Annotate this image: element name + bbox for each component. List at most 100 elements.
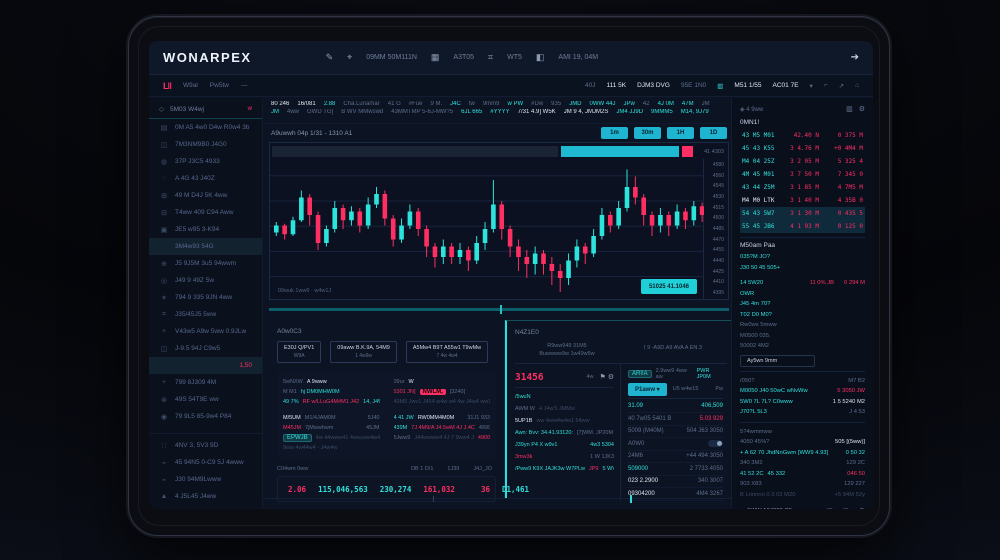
timeframe-button[interactable]: 30m xyxy=(634,127,661,139)
sidebar-item-icon: ⊕ xyxy=(161,260,167,268)
candlestick-plot[interactable]: 09wuk 1ww9 · w4w1J 51025 41.1046 xyxy=(270,159,704,299)
order-icon[interactable]: ⚑ xyxy=(599,374,608,381)
chart-scrollbar[interactable] xyxy=(269,305,729,314)
data-line: A0W0 xyxy=(628,438,723,451)
section-divider xyxy=(740,421,865,423)
text-cell: 4M4 3267 xyxy=(696,490,723,497)
footer-icon[interactable]: ⚙ xyxy=(859,507,865,509)
nav-icon[interactable]: ⌗ xyxy=(488,52,494,62)
sidebar-item[interactable]: ▤ 0M A5 4w0 D4w R0w4 3b xyxy=(149,119,262,136)
sidebar-item[interactable]: ◌ A 4G 43 J40Z xyxy=(149,170,262,187)
sidebar-item[interactable]: ⊟ T4ww 409 C94 Aww xyxy=(149,204,262,221)
order-book-row[interactable]: 45 43 K55 3 4.76 M +0 4M4 M xyxy=(740,142,865,155)
sidebar-item[interactable]: ◍ 37P J3C5 4933 xyxy=(149,153,262,170)
timeframe-button[interactable]: 1m xyxy=(601,127,628,139)
nav-icon[interactable]: ▦ xyxy=(430,52,440,62)
text-cell: M M1 xyxy=(283,389,297,395)
filter-tab[interactable]: E30J Q/PV1 W9A xyxy=(277,341,322,363)
data-line: 035?M JO? xyxy=(740,252,865,263)
summary-value: 161,032 xyxy=(423,484,455,494)
order-book-row[interactable]: 43 M5 M01 42.40 N 0 375 M xyxy=(740,129,865,142)
nav-icon[interactable]: ⌖ xyxy=(347,52,353,62)
text-cell: 09ur xyxy=(393,379,405,385)
candle xyxy=(649,211,655,236)
depth-note: 41 4303 xyxy=(704,148,724,155)
order-book-filter[interactable]: ◈ 4 9ww xyxy=(740,106,764,113)
section-divider xyxy=(740,370,865,372)
sidebar-item[interactable]: +799 8J309 4M xyxy=(149,374,262,391)
order-book-row[interactable]: M4 04 25Z 3 2 05 M 5 325 4 xyxy=(740,155,865,168)
nav-item[interactable]: 09MM 50M111N xyxy=(366,54,417,61)
action-chip[interactable]: Ay5wn 9mm xyxy=(740,354,815,367)
candle xyxy=(599,208,605,240)
bottom-scroll-handle[interactable] xyxy=(630,495,632,503)
data-line: 40 7w05 5401 B 5.03 929 xyxy=(628,413,723,426)
book-tool-icon[interactable]: ⚙ xyxy=(858,106,865,113)
sidebar-item[interactable]: ✶ 794 9 335 9JN 4ww xyxy=(149,289,262,306)
text-cell: 31J1 933 xyxy=(467,415,490,421)
order-book-row[interactable]: 43 44 Z5M 3 1 85 M 4 7M5 M xyxy=(740,181,865,194)
sidebar-item[interactable]: ⌗ J35/45J5 5ww xyxy=(149,306,262,323)
toolbar-icon[interactable]: ▥ xyxy=(717,82,724,90)
sidebar-item-label: J30 94M9Lwww xyxy=(175,476,222,483)
sidebar-item[interactable]: ⌁ 45 94N5 0-C9 5J 4www xyxy=(149,454,262,471)
sidebar-item-label: 45 94N5 0-C9 5J 4www xyxy=(175,459,244,466)
sidebar-item[interactable]: ⊕ J5 9J5M 3u5 94wwm xyxy=(149,255,262,272)
timeframe-button[interactable]: 1D xyxy=(700,127,727,139)
text-cell: EPWJB xyxy=(283,434,312,442)
order-book-row[interactable]: M4 M0 LTK 3 1 40 M 4 35B 0 xyxy=(740,194,865,207)
place-order-button[interactable]: P1aww ▾ xyxy=(628,382,667,396)
order-icon[interactable]: ⚙ xyxy=(607,374,614,381)
sidebar-item[interactable]: ⌁ J30 94M9Lwww xyxy=(149,471,262,488)
text-cell: M/5UM xyxy=(283,415,301,421)
asset-value: PWR JP0M xyxy=(696,368,711,380)
sidebar-item[interactable]: 1,50 xyxy=(149,357,262,374)
sidebar-item[interactable]: ◉ 79 9L5 85-9w4 P84 xyxy=(149,408,262,425)
toolbar-item[interactable]: Pw5tw xyxy=(209,82,229,89)
top-nav-items: ✎ ⌖ 09MM 50M111N ▦ A3T05 ⌗ WT5 ◧ AMI 19, 04M xyxy=(326,52,841,63)
nav-icon[interactable]: ◧ xyxy=(535,52,545,62)
sidebar-item[interactable]: ⊞ 49 M D4J 5K 4ww xyxy=(149,187,262,204)
sidebar-item[interactable]: 3M4w93 54G xyxy=(149,238,262,255)
filter-tab[interactable]: A5Mw4 B9T A55w1 T9wMw 7 4w 4w4 xyxy=(405,341,489,363)
footer-icon[interactable]: ✉ xyxy=(843,507,849,509)
chart-price-button[interactable]: 51025 41.1046 xyxy=(640,279,697,294)
sidebar-item[interactable]: ◫ J-9.5 94J C9w5 xyxy=(149,340,262,357)
depth-bar-sell[interactable] xyxy=(682,146,693,157)
sidebar-item[interactable]: ◫ 7M3NM9B0 J4G0 xyxy=(149,136,262,153)
cursor-icon[interactable]: ➔ xyxy=(850,52,859,63)
book-tool-icon[interactable]: ▥ xyxy=(846,106,853,113)
order-book-row[interactable]: 4M 45 M01 3 7 50 M 7 345 0 xyxy=(740,168,865,181)
price-action-icons[interactable]: ⚑ ⚙ xyxy=(599,373,614,381)
filter-tab[interactable]: 09aww B.K.9A, 54M9 1 4w9w xyxy=(330,341,397,363)
sidebar-item[interactable]: + V43w5 A9w 5ww 0.9JLw xyxy=(149,323,262,340)
nav-item[interactable]: AMI 19, 04M xyxy=(558,54,599,61)
sidebar-item[interactable]: ◎ J49 9 49Z 5w xyxy=(149,272,262,289)
toolbar-icon[interactable]: ⌂ xyxy=(855,82,859,89)
sidebar-item[interactable]: ▲ 4 J5L45 J4ww xyxy=(149,488,262,505)
ticker-token: 935 xyxy=(551,101,562,107)
footer-icon[interactable]: ▤ xyxy=(826,507,833,509)
toolbar-icon[interactable]: ↗ xyxy=(838,82,845,90)
data-line: T02 D0 M0? xyxy=(740,310,865,321)
sidebar-item[interactable]: ▣ JE5 w95 3-K94 xyxy=(149,221,262,238)
order-book-row[interactable]: 55 45 JB6 4 1 93 M 0 125 0 xyxy=(740,220,865,233)
timeframe-button[interactable]: 1H xyxy=(667,127,694,139)
nav-item[interactable]: WT5 xyxy=(507,54,522,61)
toolbar-item[interactable]: — xyxy=(240,82,248,89)
sidebar-item[interactable]: ⊗ 49S 54T9E ww xyxy=(149,391,262,408)
nav-item[interactable]: A3T05 xyxy=(453,54,475,61)
scrollbar-handle[interactable] xyxy=(500,305,502,314)
toolbar-item[interactable]: W9al xyxy=(182,82,198,89)
nav-icon[interactable]: ✎ xyxy=(325,52,334,62)
sidebar-item[interactable]: ∷ 4NV 3, 5V3 9D xyxy=(149,437,262,454)
toolbar-icon[interactable]: ⌐ xyxy=(823,82,828,89)
toolbar-icon[interactable]: ▾ xyxy=(809,82,813,90)
candlestick-chart xyxy=(270,169,704,292)
toggle-switch[interactable] xyxy=(708,440,723,448)
ticker-token: 9 M. xyxy=(430,101,443,107)
depth-bar-buy[interactable] xyxy=(561,146,679,157)
order-book-row[interactable]: 54 43 5W7 3 1 30 M 0 435 5 xyxy=(740,207,865,220)
order-form-title: N4Z1E0 xyxy=(515,329,539,336)
